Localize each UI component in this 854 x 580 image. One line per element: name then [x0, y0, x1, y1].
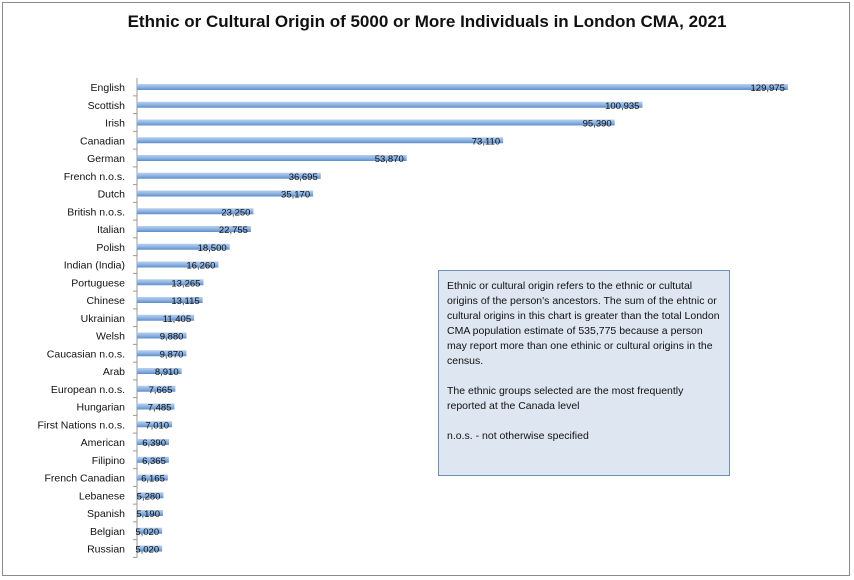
bar	[137, 527, 163, 534]
bar	[137, 137, 504, 144]
category-label: First Nations n.o.s.	[37, 419, 125, 431]
category-label: Welsh	[96, 331, 125, 343]
value-label: 7,010	[145, 420, 169, 431]
category-label: French n.o.s.	[64, 171, 125, 183]
category-label: French Canadian	[44, 473, 125, 485]
category-label: Irish	[105, 118, 125, 130]
category-label: American	[81, 437, 126, 449]
category-label: Scottish	[88, 100, 126, 112]
value-label: 5,190	[136, 509, 160, 520]
category-label: Chinese	[86, 295, 125, 307]
bar	[137, 368, 182, 374]
value-label: 5,280	[137, 491, 161, 502]
note-paragraph-3: n.o.s. - not otherwise specified	[447, 430, 589, 442]
value-label: 8,910	[155, 367, 179, 378]
note-paragraph-1: Ethnic or cultural origin refers to the …	[447, 280, 720, 367]
category-label: English	[91, 82, 126, 94]
value-label: 23,250	[221, 207, 250, 218]
category-label: Lebanese	[79, 490, 125, 502]
chart-title: Ethnic or Cultural Origin of 5000 or Mor…	[127, 12, 727, 31]
category-label: European n.o.s.	[51, 384, 125, 396]
bar	[137, 545, 163, 552]
bar	[137, 474, 168, 481]
bar	[137, 403, 175, 410]
category-label: German	[87, 153, 125, 165]
category-label: Italian	[97, 224, 125, 236]
bar	[137, 332, 187, 339]
value-label: 11,405	[163, 314, 191, 325]
category-label: Filipino	[92, 455, 125, 467]
value-label: 53,870	[375, 154, 404, 165]
category-label: British n.o.s.	[67, 206, 125, 218]
bar	[137, 279, 204, 286]
category-label: Dutch	[98, 189, 126, 201]
category-label: Portuguese	[71, 277, 125, 289]
bar	[137, 456, 169, 463]
bar	[137, 119, 615, 126]
value-label: 7,665	[149, 385, 173, 396]
bar	[137, 350, 187, 357]
category-label: Indian (India)	[64, 260, 125, 272]
value-label: 73,110	[472, 136, 500, 147]
bar	[137, 510, 163, 516]
category-label: Polish	[96, 242, 125, 254]
bar	[137, 439, 169, 445]
value-label: 100,935	[605, 101, 639, 112]
bar	[137, 385, 176, 392]
bar	[137, 314, 195, 321]
bar	[137, 226, 251, 232]
bar	[137, 172, 321, 179]
bar	[137, 421, 173, 428]
value-label: 129,975	[751, 83, 785, 94]
bar	[137, 208, 254, 215]
category-label: Belgian	[90, 526, 125, 538]
value-label: 16,260	[186, 261, 215, 272]
note-box: Ethnic or cultural origin refers to the …	[438, 270, 730, 476]
value-label: 5,020	[135, 527, 159, 538]
value-label: 6,365	[142, 456, 166, 467]
value-label: 9,880	[160, 332, 184, 343]
category-label: Hungarian	[77, 402, 126, 414]
value-label: 6,390	[142, 438, 166, 449]
bar	[137, 190, 314, 197]
value-label: 6,165	[141, 474, 165, 485]
note-paragraph-2: The ethnic groups selected are the most …	[447, 385, 684, 412]
category-label: Caucasian n.o.s.	[47, 348, 125, 360]
bar	[137, 261, 219, 268]
category-label: Canadian	[80, 135, 125, 147]
value-label: 35,170	[281, 190, 310, 201]
category-label: Ukrainian	[81, 313, 126, 325]
value-label: 7,485	[148, 403, 172, 414]
bar	[137, 84, 788, 90]
value-label: 9,870	[160, 349, 184, 360]
bar	[137, 101, 643, 108]
bar	[137, 492, 164, 499]
value-label: 22,755	[219, 225, 248, 236]
category-label: Russian	[87, 544, 125, 556]
value-label: 18,500	[198, 243, 227, 254]
bar	[137, 155, 407, 161]
bar	[137, 297, 203, 303]
category-label: Spanish	[87, 508, 125, 520]
value-label: 95,390	[583, 119, 612, 130]
bar	[137, 243, 230, 250]
category-label: Arab	[103, 366, 125, 378]
value-label: 13,265	[171, 278, 200, 289]
value-label: 36,695	[289, 172, 318, 183]
value-label: 13,115	[171, 296, 199, 307]
value-label: 5,020	[135, 545, 159, 556]
